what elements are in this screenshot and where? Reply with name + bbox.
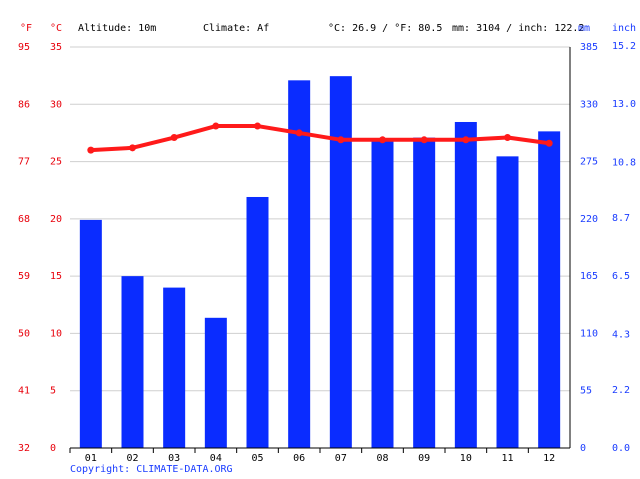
unit-c: °C	[50, 23, 62, 34]
temperature-point	[212, 122, 220, 130]
altitude: Altitude: 10m	[78, 23, 156, 34]
y2-tick-label-mm: 220	[580, 214, 598, 225]
y-tick-label-c: 25	[50, 157, 62, 168]
temperature-point	[337, 136, 345, 144]
temperature-point	[504, 134, 511, 142]
y2-tick-label-mm: 275	[580, 157, 598, 168]
y-tick-label-f: 50	[18, 328, 30, 339]
x-tick-label: 04	[210, 453, 222, 464]
temperature-point	[379, 136, 386, 144]
temperature-point	[254, 122, 261, 130]
bar	[121, 276, 144, 448]
y2-tick-label-inch: 4.3	[612, 329, 630, 340]
bar	[496, 156, 519, 448]
x-tick-label: 01	[85, 453, 97, 464]
y-tick-label-c: 5	[50, 386, 56, 397]
y-tick-label-f: 32	[18, 443, 30, 454]
avg-temp: °C: 26.9 / °F: 80.5	[328, 23, 442, 34]
bar	[163, 287, 186, 448]
y2-tick-label-inch: 13.0	[612, 99, 636, 110]
y-tick-label-f: 86	[18, 99, 30, 110]
y-tick-label-f: 68	[18, 214, 30, 225]
y2-tick-label-mm: 385	[580, 42, 598, 53]
temperature-point	[87, 146, 95, 154]
temperature-point	[170, 134, 178, 142]
bar	[329, 76, 352, 448]
y-tick-label-c: 0	[50, 443, 56, 454]
x-tick-label: 03	[168, 453, 180, 464]
y2-tick-label-mm: 0	[580, 443, 586, 454]
precip-total: mm: 3104 / inch: 122.2	[452, 23, 584, 34]
x-tick-label: 10	[460, 453, 472, 464]
bar	[538, 131, 561, 449]
y-tick-label-f: 95	[18, 42, 30, 53]
unit-f: °F	[20, 23, 32, 34]
y-tick-label-c: 35	[50, 42, 62, 53]
temperature-point	[295, 129, 303, 137]
y2-tick-label-inch: 10.8	[612, 157, 636, 168]
y2-tick-label-inch: 8.7	[612, 213, 630, 224]
temperature-line	[90, 124, 550, 153]
y2-tick-label-inch: 0.0	[612, 443, 630, 454]
bar	[79, 219, 102, 448]
y2-tick-label-mm: 165	[580, 271, 598, 282]
y-tick-label-c: 20	[50, 214, 62, 225]
y-tick-label-c: 15	[50, 271, 62, 282]
bar	[413, 137, 436, 448]
bar	[454, 121, 477, 448]
climate: Climate: Af	[203, 23, 269, 34]
y2-tick-label-inch: 6.5	[612, 271, 630, 282]
temperature-point	[545, 139, 553, 147]
y-tick-label-c: 30	[50, 99, 62, 110]
x-tick-label: 09	[418, 453, 430, 464]
x-tick-label: 06	[293, 453, 305, 464]
y-tick-label-f: 41	[18, 386, 30, 397]
bar	[371, 140, 394, 448]
unit-mm: mm	[578, 23, 590, 34]
y2-tick-label-mm: 330	[580, 99, 598, 110]
bar	[288, 80, 311, 449]
unit-inch: inch	[612, 23, 636, 34]
y-tick-label-f: 77	[18, 157, 30, 168]
y-tick-label-c: 10	[50, 328, 62, 339]
x-tick-label: 02	[126, 453, 138, 464]
y2-tick-label-inch: 15.2	[612, 41, 636, 52]
y2-tick-label-mm: 55	[580, 386, 592, 397]
x-tick-label: 07	[335, 453, 347, 464]
x-tick-label: 12	[543, 453, 555, 464]
x-tick-label: 05	[251, 453, 263, 464]
copyright: Copyright: CLIMATE-DATA.ORG	[70, 464, 233, 475]
y2-tick-label-mm: 110	[580, 328, 598, 339]
y2-tick-label-inch: 2.2	[612, 385, 630, 396]
bar	[204, 317, 227, 448]
temperature-point	[420, 136, 428, 144]
x-tick-label: 08	[376, 453, 388, 464]
bar	[246, 196, 269, 448]
temperature-point	[462, 136, 470, 144]
y-tick-label-f: 59	[18, 271, 30, 282]
x-tick-label: 11	[501, 453, 513, 464]
temperature-point	[129, 144, 136, 152]
